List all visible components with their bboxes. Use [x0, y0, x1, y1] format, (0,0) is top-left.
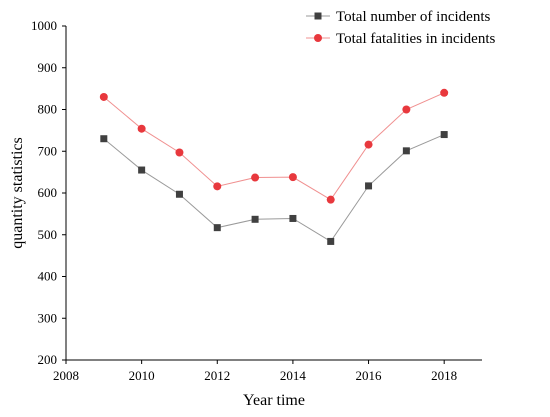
x-tick-label: 2018: [431, 368, 457, 383]
y-tick-label: 1000: [31, 18, 57, 33]
data-point: [440, 131, 448, 139]
data-point: [251, 215, 259, 223]
axes: 200 300 400 500 600 700 800 900 1000 2008 2010 2012…: [31, 18, 482, 383]
legend-label: Total number of incidents: [336, 9, 490, 25]
legend-item: Total number of incidents: [306, 9, 490, 25]
y-tick-label: 300: [38, 310, 58, 325]
data-point: [365, 182, 373, 190]
x-tick-label: 2014: [280, 368, 307, 383]
y-axis-title: quantity statistics: [9, 137, 26, 249]
data-point: [327, 237, 335, 245]
data-point: [100, 135, 108, 143]
legend-marker: [314, 34, 322, 42]
legend-label: Total fatalities in incidents: [336, 31, 495, 47]
legend-item: Total fatalities in incidents: [306, 31, 495, 47]
y-tick-label: 400: [38, 269, 58, 284]
data-point: [137, 124, 146, 133]
data-point: [213, 224, 221, 232]
y-tick-label: 600: [38, 185, 58, 200]
y-tick-label: 900: [38, 60, 58, 75]
y-tick-label: 500: [38, 227, 58, 242]
x-tick-label: 2010: [129, 368, 155, 383]
data-point: [364, 140, 373, 149]
data-point: [440, 88, 449, 97]
x-tick-label: 2012: [204, 368, 230, 383]
series-2: [99, 88, 449, 204]
series-1: [100, 131, 448, 245]
x-axis-title: Year time: [243, 392, 305, 409]
legend-marker: [314, 12, 322, 20]
series-layer: [99, 88, 449, 245]
data-point: [402, 147, 410, 155]
data-point: [99, 92, 108, 101]
data-point: [175, 148, 184, 157]
data-point: [289, 214, 297, 222]
x-tick-label: 2008: [53, 368, 79, 383]
data-point: [326, 195, 335, 204]
series-line: [103, 92, 445, 201]
data-point: [251, 173, 260, 182]
data-point: [175, 190, 183, 198]
y-tick-label: 200: [38, 352, 58, 367]
legend: Total number of incidents Total fatalitie…: [306, 9, 495, 47]
y-tick-label: 800: [38, 102, 58, 117]
data-point: [288, 173, 297, 182]
data-point: [138, 166, 146, 174]
x-tick-label: 2016: [356, 368, 383, 383]
series-line: [103, 134, 445, 243]
data-point: [213, 182, 222, 191]
data-point: [402, 105, 411, 114]
y-tick-label: 700: [38, 143, 58, 158]
